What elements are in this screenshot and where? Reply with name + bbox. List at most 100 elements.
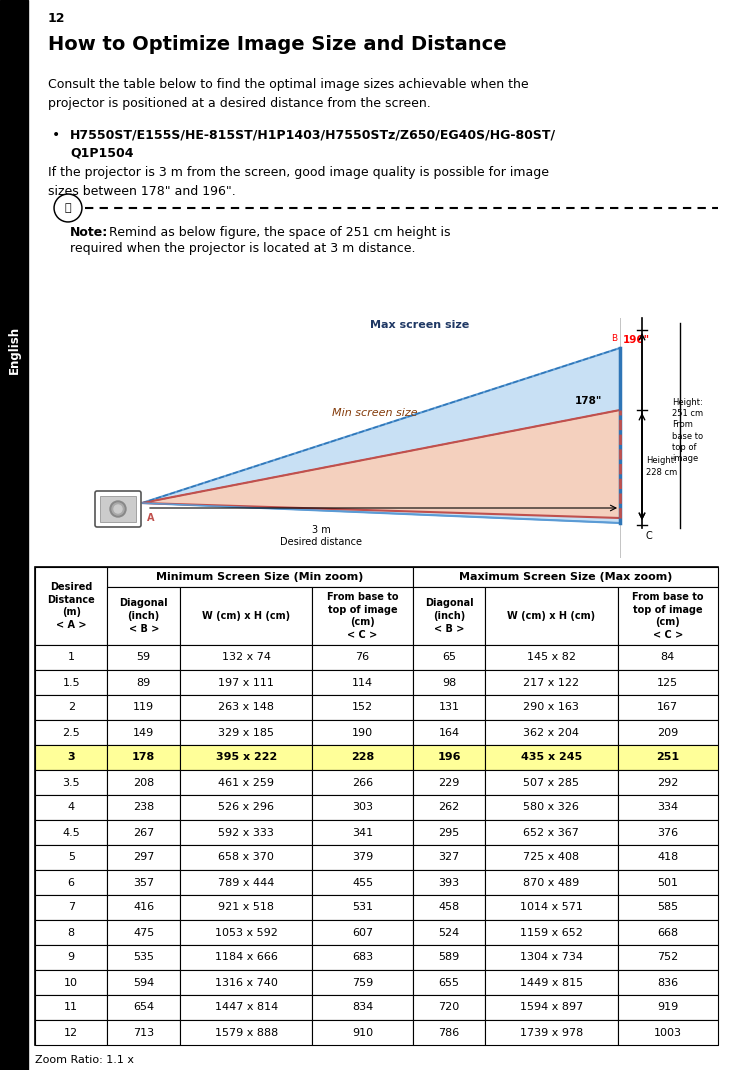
Text: 1.5: 1.5 — [62, 677, 80, 688]
Text: 786: 786 — [438, 1027, 460, 1038]
Bar — [618, 795, 718, 820]
Bar — [180, 995, 312, 1020]
Bar — [312, 670, 413, 696]
Text: 341: 341 — [352, 827, 373, 838]
FancyBboxPatch shape — [95, 491, 141, 528]
Bar — [108, 567, 413, 587]
Text: 9: 9 — [67, 952, 75, 963]
Bar — [108, 745, 180, 770]
Bar — [312, 745, 413, 770]
Text: 1053 x 592: 1053 x 592 — [215, 928, 278, 937]
Text: Max screen size: Max screen size — [370, 320, 470, 330]
Text: 655: 655 — [438, 978, 460, 988]
Bar — [35, 845, 108, 870]
Bar — [180, 645, 312, 670]
Bar — [618, 1020, 718, 1045]
Polygon shape — [142, 410, 620, 518]
Bar — [35, 895, 108, 920]
Bar — [413, 696, 485, 720]
Text: 209: 209 — [658, 728, 679, 737]
Bar — [618, 920, 718, 945]
Text: 65: 65 — [442, 653, 456, 662]
Text: 132 x 74: 132 x 74 — [221, 653, 270, 662]
Text: 5: 5 — [67, 853, 75, 862]
Bar — [35, 567, 718, 1045]
Bar — [618, 770, 718, 795]
Bar — [312, 720, 413, 745]
Text: 🔑: 🔑 — [65, 203, 71, 213]
Bar — [180, 587, 312, 645]
Text: 329 x 185: 329 x 185 — [218, 728, 274, 737]
Bar — [485, 696, 618, 720]
Bar — [35, 745, 108, 770]
Text: 3 m
Desired distance: 3 m Desired distance — [280, 525, 362, 547]
Bar — [413, 720, 485, 745]
Bar — [413, 995, 485, 1020]
Text: Height:
228 cm: Height: 228 cm — [646, 457, 677, 476]
Bar — [180, 696, 312, 720]
Bar — [618, 970, 718, 995]
Text: H7550ST/E155S/HE-815ST/H1P1403/H7550STz/Z650/EG40S/HG-80ST/
Q1P1504: H7550ST/E155S/HE-815ST/H1P1403/H7550STz/… — [70, 128, 556, 159]
Text: 4.5: 4.5 — [62, 827, 80, 838]
Bar — [180, 870, 312, 895]
Text: 1447 x 814: 1447 x 814 — [215, 1003, 278, 1012]
Bar — [108, 795, 180, 820]
Text: 167: 167 — [658, 703, 678, 713]
Text: 592 x 333: 592 x 333 — [218, 827, 274, 838]
Bar — [618, 820, 718, 845]
Bar — [312, 696, 413, 720]
Text: 475: 475 — [133, 928, 155, 937]
Text: From base to
top of image
(cm)
< C >: From base to top of image (cm) < C > — [632, 592, 704, 640]
Bar — [108, 870, 180, 895]
Bar — [180, 720, 312, 745]
Bar — [485, 920, 618, 945]
Bar — [413, 745, 485, 770]
Text: 720: 720 — [438, 1003, 460, 1012]
Text: English: English — [7, 326, 21, 374]
Bar — [618, 670, 718, 696]
Bar — [108, 587, 180, 645]
Bar — [618, 995, 718, 1020]
Text: 524: 524 — [438, 928, 460, 937]
Bar — [485, 720, 618, 745]
Bar — [312, 870, 413, 895]
Text: 12: 12 — [65, 1027, 78, 1038]
Bar — [413, 645, 485, 670]
Bar — [35, 567, 108, 645]
Text: 585: 585 — [658, 902, 678, 913]
Text: 589: 589 — [438, 952, 460, 963]
Bar — [312, 920, 413, 945]
Bar — [35, 770, 108, 795]
Text: 98: 98 — [442, 677, 456, 688]
Text: •: • — [52, 128, 60, 142]
Text: required when the projector is located at 3 m distance.: required when the projector is located a… — [70, 242, 416, 255]
Text: Remind as below figure, the space of 251 cm height is: Remind as below figure, the space of 251… — [105, 226, 451, 239]
Bar — [35, 820, 108, 845]
Text: 119: 119 — [133, 703, 154, 713]
Bar — [618, 895, 718, 920]
Bar — [485, 845, 618, 870]
Text: 8: 8 — [67, 928, 75, 937]
Text: W (cm) x H (cm): W (cm) x H (cm) — [507, 611, 595, 621]
Bar — [485, 870, 618, 895]
Bar — [108, 1020, 180, 1045]
Bar — [618, 870, 718, 895]
Bar — [35, 920, 108, 945]
Text: 1: 1 — [67, 653, 75, 662]
Text: 1184 x 666: 1184 x 666 — [215, 952, 278, 963]
Text: Height:
251 cm
From
base to
top of
image: Height: 251 cm From base to top of image — [672, 398, 703, 462]
Text: 836: 836 — [658, 978, 678, 988]
Text: 393: 393 — [438, 877, 460, 887]
Text: 196": 196" — [623, 335, 650, 345]
Bar — [413, 945, 485, 970]
Bar — [108, 945, 180, 970]
Text: 395 x 222: 395 x 222 — [216, 752, 277, 763]
Text: 376: 376 — [658, 827, 678, 838]
Text: 178": 178" — [575, 396, 602, 406]
Text: 2: 2 — [67, 703, 75, 713]
Text: 458: 458 — [438, 902, 460, 913]
Text: 149: 149 — [133, 728, 155, 737]
Circle shape — [112, 503, 124, 515]
Bar — [35, 995, 108, 1020]
Bar — [413, 820, 485, 845]
